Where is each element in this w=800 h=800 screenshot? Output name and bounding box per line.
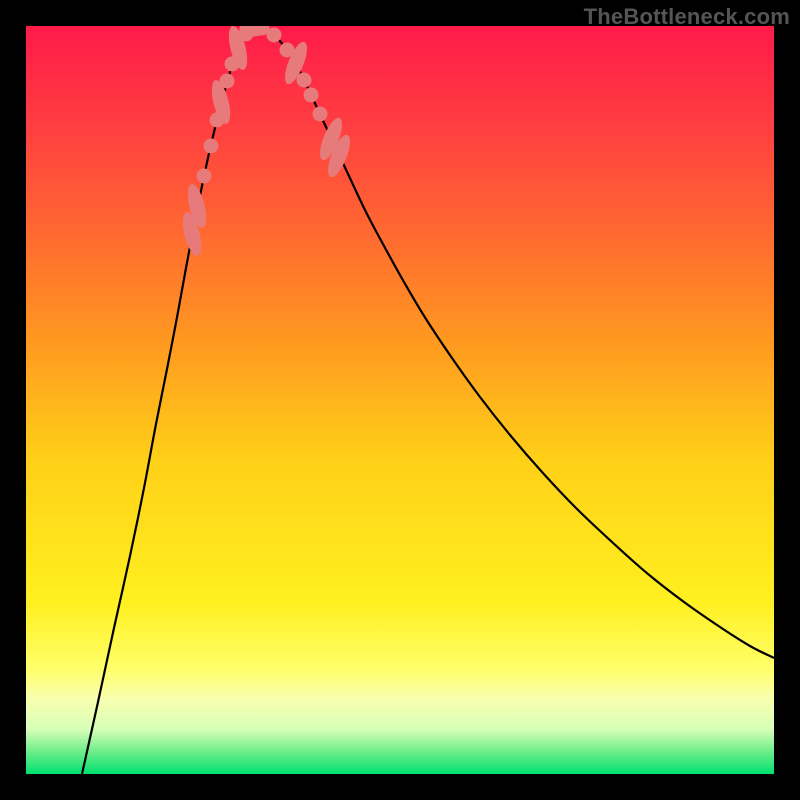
watermark-text: TheBottleneck.com — [584, 4, 790, 30]
data-marker — [304, 88, 318, 102]
data-marker — [297, 73, 311, 87]
chart-svg — [0, 0, 800, 800]
data-marker — [197, 169, 211, 183]
bottleneck-chart: TheBottleneck.com — [0, 0, 800, 800]
chart-plot-area — [26, 26, 774, 774]
data-marker — [220, 74, 234, 88]
data-marker — [313, 107, 327, 121]
data-marker — [267, 28, 281, 42]
data-marker — [204, 139, 218, 153]
